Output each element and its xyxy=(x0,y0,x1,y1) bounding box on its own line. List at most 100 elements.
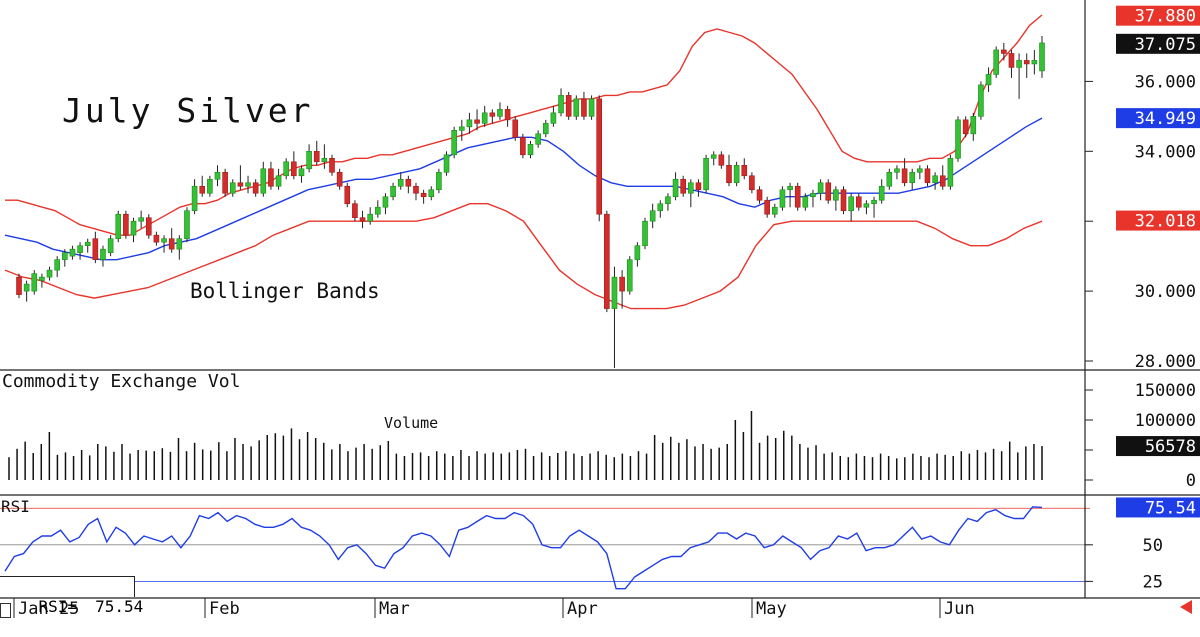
candle xyxy=(336,168,343,190)
candle xyxy=(176,235,183,260)
volume-tick-label: 150000 xyxy=(1135,381,1196,401)
candle-body xyxy=(924,168,931,184)
candle-body xyxy=(718,154,725,166)
candle xyxy=(978,81,984,120)
candle xyxy=(550,105,557,127)
candle-body xyxy=(596,98,603,215)
candle xyxy=(321,144,328,169)
candle xyxy=(451,126,457,159)
candle xyxy=(497,102,503,120)
candle-body xyxy=(855,196,862,208)
candle-body xyxy=(901,168,908,184)
candle-body xyxy=(542,123,549,135)
candle-body xyxy=(497,109,503,117)
candle xyxy=(46,266,53,281)
scroll-arrow-icon[interactable] xyxy=(1180,600,1192,614)
candle-body xyxy=(779,189,786,208)
candle-body xyxy=(649,210,656,222)
candle xyxy=(184,207,190,243)
rsi-readout-label: RSI= xyxy=(38,597,78,616)
candle xyxy=(191,179,198,215)
candle xyxy=(833,186,839,211)
candle-body xyxy=(955,119,961,159)
candle xyxy=(252,179,259,197)
candle-body xyxy=(184,210,190,239)
month-label: Jan 25 xyxy=(18,599,79,619)
price-tick-label: 34.000 xyxy=(1135,142,1196,162)
candle-body xyxy=(466,119,473,128)
candle xyxy=(909,168,916,190)
candle xyxy=(23,280,30,302)
chart-title: July Silver xyxy=(62,91,314,130)
rsi-readout-value: 75.54 xyxy=(95,597,144,616)
candle xyxy=(626,256,633,295)
candle-body xyxy=(77,245,83,253)
candle xyxy=(802,193,809,211)
candle-body xyxy=(695,182,702,191)
price-tick-label: 36.000 xyxy=(1135,72,1196,92)
candle xyxy=(229,179,236,197)
candle-body xyxy=(550,112,557,124)
candle-body xyxy=(191,185,198,212)
candle-body xyxy=(672,178,679,198)
candle-body xyxy=(474,119,480,124)
candle-body xyxy=(848,196,854,212)
candle xyxy=(733,161,740,187)
rsi-line xyxy=(4,506,1043,590)
candle-body xyxy=(313,151,320,163)
overlay-label: Bollinger Bands xyxy=(190,279,380,303)
candle xyxy=(413,182,419,201)
candle xyxy=(207,175,213,197)
candle-body xyxy=(894,168,900,173)
candle xyxy=(107,235,114,257)
rsi-readout-box: RSI= 75.54 xyxy=(0,576,143,616)
candle xyxy=(84,238,91,253)
candle-body xyxy=(245,182,251,187)
candle xyxy=(542,119,549,138)
candle-body xyxy=(535,133,541,145)
candle-body xyxy=(710,154,717,159)
candle-body xyxy=(23,283,30,292)
candle xyxy=(1031,49,1038,75)
candle xyxy=(703,154,709,194)
candle xyxy=(886,168,893,190)
candle-body xyxy=(733,164,740,184)
candle xyxy=(710,151,717,166)
candle-body xyxy=(46,269,53,278)
candle xyxy=(145,214,152,239)
candle-body xyxy=(771,206,778,215)
candle xyxy=(565,91,572,120)
candle xyxy=(367,207,373,225)
candle-body xyxy=(428,189,435,198)
rsi-tick-label: 50 xyxy=(1143,536,1163,556)
candle-body xyxy=(558,95,564,114)
candle xyxy=(573,95,580,120)
scroll-back-button[interactable] xyxy=(0,603,11,618)
candle-body xyxy=(436,171,442,191)
candle-body xyxy=(329,157,335,173)
candle xyxy=(481,105,488,127)
candle-body xyxy=(817,182,824,194)
candle-body xyxy=(917,168,923,173)
candle-body xyxy=(688,182,694,194)
candle-body xyxy=(520,137,526,156)
candle xyxy=(680,175,686,197)
candle xyxy=(840,186,847,215)
price-tick-label: 30.000 xyxy=(1135,282,1196,302)
candle xyxy=(932,172,938,190)
candle xyxy=(405,175,412,194)
candle xyxy=(634,242,641,267)
candle xyxy=(810,189,816,208)
candle-body xyxy=(443,154,450,173)
candle xyxy=(825,179,832,204)
candle xyxy=(878,179,885,204)
candle xyxy=(985,67,992,92)
volume-last-label: 56578 xyxy=(1145,437,1196,457)
candle-body xyxy=(405,178,412,187)
volume-series-label: Volume xyxy=(384,414,438,432)
candle-body xyxy=(565,95,572,117)
candle xyxy=(39,273,45,288)
candle xyxy=(443,151,450,176)
candle xyxy=(1016,53,1022,99)
candle xyxy=(596,95,603,222)
